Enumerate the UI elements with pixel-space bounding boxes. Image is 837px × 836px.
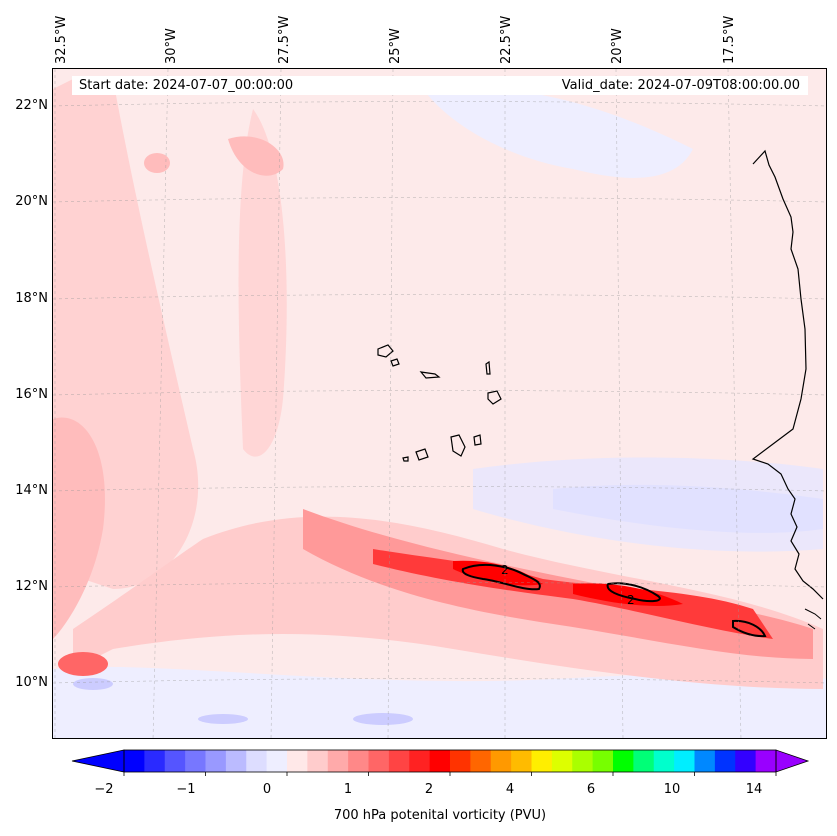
colorbar-swatch (368, 750, 390, 772)
lon-label-32-5w: 32.5°W (54, 15, 69, 64)
npv-patch-east-pale (473, 457, 823, 552)
map-panel: 2 2 (52, 68, 827, 739)
island-santo-antao (377, 344, 394, 358)
coastline-bijagos (804, 608, 822, 630)
colorbar-swatch (653, 750, 675, 772)
pv-patch-small (144, 153, 170, 173)
island-sao-nicolau (419, 371, 441, 379)
colorbar-label: 700 hPa potenital vorticity (PVU) (333, 808, 547, 823)
colorbar-swatch (592, 750, 614, 772)
lat-label-16n: 16°N (15, 387, 48, 402)
colorbar-swatch (613, 750, 634, 772)
island-brava (402, 456, 409, 462)
colorbar-swatch (266, 750, 288, 772)
cb-tick-4: 4 (505, 782, 515, 797)
lon-label-30w: 30°W (164, 28, 179, 64)
colorbar-swatch (735, 750, 757, 772)
island-maio (473, 434, 482, 446)
cb-tick-10: 10 (663, 782, 681, 797)
cb-tick-6: 6 (586, 782, 596, 797)
npv-patch-s4 (73, 678, 113, 690)
colorbar-extend-low (71, 749, 125, 773)
cb-tick-2: 2 (424, 782, 434, 797)
lat-label-22n: 22°N (15, 98, 48, 113)
colorbar (71, 749, 810, 776)
npv-patch-s2 (353, 713, 413, 725)
cb-tick-14: 14 (745, 782, 763, 797)
cb-tick-1: 1 (343, 782, 353, 797)
colorbar-swatch (327, 750, 349, 772)
pv-filament-peak-w (453, 560, 543, 586)
colorbar-swatch (633, 750, 655, 772)
colorbar-swatch (551, 750, 573, 772)
colorbar-swatch (246, 750, 268, 772)
pv-band-mid (238, 109, 287, 457)
lat-label-10n: 10°N (15, 675, 48, 690)
lon-label-27-5w: 27.5°W (277, 15, 292, 64)
gridlines (53, 69, 826, 738)
island-fogo (415, 448, 429, 461)
island-boa-vista (487, 390, 502, 405)
cb-tick-neg1: −1 (176, 782, 196, 797)
pv-contour-2-west (461, 563, 541, 591)
colorbar-swatch (674, 750, 695, 772)
island-santiago (450, 434, 466, 457)
colorbar-swatch (144, 750, 166, 772)
contour-label-mid: 2 (627, 593, 635, 607)
colorbar-swatch (694, 750, 716, 772)
coastline-africa (751, 149, 824, 600)
date-info-bar: Start date: 2024-07-07_00:00:00 Valid_da… (72, 76, 808, 95)
cb-tick-0: 0 (262, 782, 272, 797)
npv-patch-s3 (198, 714, 248, 724)
npv-patch-north (423, 87, 693, 178)
colorbar-extend-high (775, 749, 810, 773)
start-date-text: Start date: 2024-07-07_00:00:00 (79, 78, 294, 93)
lon-label-25w: 25°W (388, 28, 403, 64)
pv-patch-sw (58, 652, 108, 676)
colorbar-swatch (714, 750, 736, 772)
colorbar-swatch (531, 750, 553, 772)
island-sao-vicente (390, 358, 400, 367)
colorbar-swatch (307, 750, 329, 772)
colorbar-swatch (490, 750, 512, 772)
lat-label-14n: 14°N (15, 483, 48, 498)
colorbar-swatch (205, 750, 227, 772)
pv-patch-north (228, 136, 284, 176)
colorbar-swatch (348, 750, 369, 772)
colorbar-swatch (511, 750, 532, 772)
lat-label-20n: 20°N (15, 194, 48, 209)
pv-contour-2-mid (606, 582, 661, 603)
colorbar-swatch (388, 750, 410, 772)
colorbar-swatch (470, 750, 492, 772)
lat-label-12n: 12°N (15, 579, 48, 594)
colorbar-swatch (225, 750, 247, 772)
colorbar-swatch (124, 750, 145, 772)
lat-label-18n: 18°N (15, 291, 48, 306)
colorbar-swatch (409, 750, 431, 772)
colorbar-swatch (185, 750, 206, 772)
valid-date-text: Valid_date: 2024-07-09T08:00:00.00 (561, 78, 800, 93)
island-sal (485, 360, 491, 375)
lon-label-22-5w: 22.5°W (499, 15, 514, 64)
colorbar-swatch (287, 750, 308, 772)
pv-field-map: 2 2 (53, 69, 826, 738)
pv-band-west-strong (53, 417, 105, 639)
colorbar-swatch (572, 750, 594, 772)
colorbar-swatch (755, 750, 777, 772)
lon-label-20w: 20°W (610, 28, 625, 64)
colorbar-swatch (164, 750, 186, 772)
pv-contour-2-east (732, 619, 767, 638)
colorbar-swatch (429, 750, 451, 772)
lon-label-17-5w: 17.5°W (722, 15, 737, 64)
colorbar-swatch (450, 750, 471, 772)
cb-tick-neg2: −2 (94, 782, 114, 797)
